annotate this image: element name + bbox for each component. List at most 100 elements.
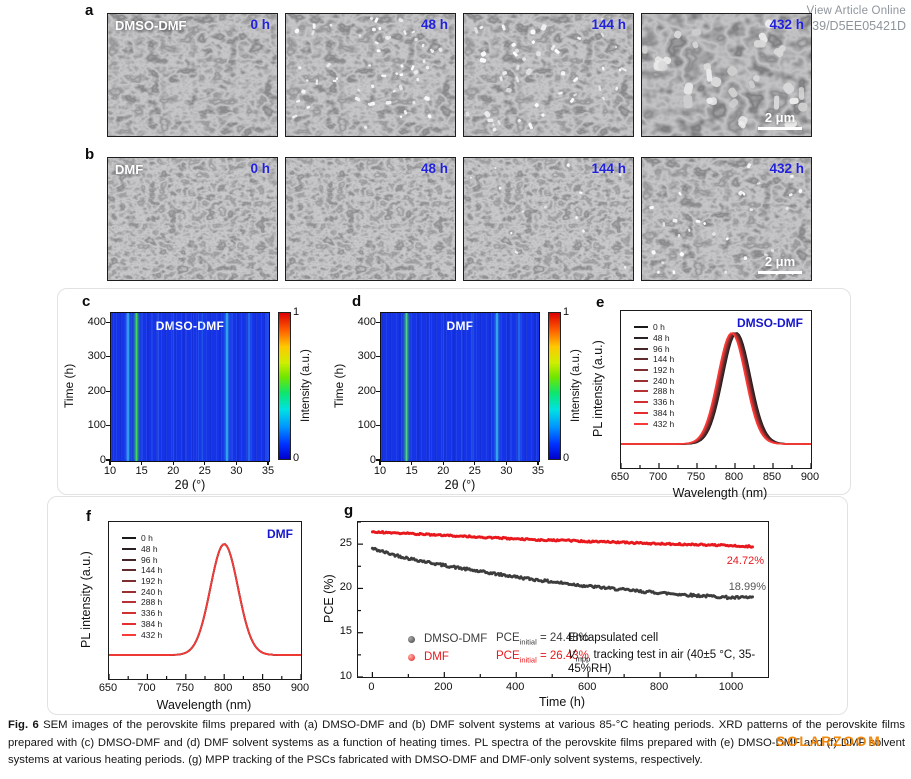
heatmap-streak: [157, 313, 159, 461]
sem-time-label: 0 h: [250, 161, 270, 176]
legend-line-swatch: [634, 422, 648, 425]
heatmap-streak: [198, 313, 200, 461]
y-axis-label: Time (h): [62, 363, 76, 409]
x-tick-label: 600: [577, 681, 597, 693]
x-tick-label: 650: [610, 471, 630, 483]
pce-series-DMSO-DMF: [370, 546, 754, 601]
sem-time-label: 0 h: [250, 17, 270, 32]
legend-row: 288 h: [122, 597, 162, 608]
x-tick-label: 650: [98, 682, 118, 694]
x-tick-label: 35: [261, 465, 275, 477]
heatmap-streak: [461, 313, 462, 461]
panel-letter-f: f: [86, 508, 91, 525]
panel-letter-g: g: [344, 502, 354, 519]
heatmap-streak: [157, 313, 159, 461]
x-axis-label: Wavelength (nm): [156, 698, 252, 712]
heatmap-streak: [473, 313, 475, 461]
heatmap-streak: [462, 313, 464, 461]
x-tick-label: 800: [214, 682, 233, 694]
y-tick-label: 100: [357, 419, 376, 432]
x-tick-label: 25: [198, 465, 211, 477]
scale-bar: 2 μm: [758, 110, 802, 130]
x-axis-label: Wavelength (nm): [672, 486, 768, 500]
legend-row: 48 h: [122, 544, 162, 555]
heatmap-streak: [405, 313, 407, 461]
x-tick-label: 400: [506, 681, 525, 693]
legend-label: 48 h: [653, 333, 670, 344]
legend-line-swatch: [634, 358, 648, 361]
x-tick-label: 700: [648, 471, 668, 483]
y-axis-label: PL intensity (a.u.): [591, 340, 605, 437]
y-tick-mark: [376, 424, 380, 427]
y-tick-mark: [376, 390, 380, 392]
legend-row-dmf: DMF PCEinitial = 26.43%: [408, 650, 589, 664]
xrd-peak-stripe: [201, 313, 204, 461]
x-tick-label: 30: [230, 465, 243, 477]
legend-line-swatch: [122, 601, 136, 604]
legend-label: 96 h: [653, 343, 670, 354]
legend-row: 144 h: [634, 354, 674, 365]
y-tick-label: 10: [339, 669, 352, 682]
heatmap-streak: [471, 313, 472, 461]
x-tick-label: 750: [175, 682, 194, 694]
legend-label: 240 h: [141, 586, 163, 597]
sem-image-a-48h: 48 h: [285, 13, 456, 137]
pl-legend-f: 0 h 48 h 96 h 144 h 192 h 240 h 288 h 336 h 384 …: [122, 533, 162, 640]
colorbar: [278, 312, 291, 460]
legend-row: 336 h: [122, 608, 162, 619]
colorbar-min: 0: [563, 452, 570, 464]
scale-bar-line: [758, 270, 802, 274]
x-tick-label: 850: [762, 471, 782, 483]
colorbar: [548, 312, 561, 460]
xrd-peak-stripe: [442, 313, 445, 461]
heatmap-streak: [428, 313, 430, 461]
doi-fragment: 39/D5EE05421D: [812, 19, 906, 33]
x-tick-label: 200: [434, 681, 453, 693]
legend-label: 336 h: [141, 608, 163, 619]
legend-line-swatch: [634, 347, 648, 350]
legend-pce-initial: PCEinitial = 24.48%: [496, 632, 589, 647]
sem-time-label: 144 h: [591, 17, 626, 32]
x-axis-label: 2θ (°): [444, 478, 476, 492]
pl-curve-432h: [621, 332, 811, 445]
sem-image-b-432h: 432 h 2 μm: [641, 157, 812, 281]
colorbar-max: 1: [563, 306, 570, 318]
sem-solvent-label: DMSO-DMF: [115, 18, 187, 33]
y-tick-mark: [106, 459, 110, 461]
y-tick-mark: [376, 321, 380, 324]
heatmap-streak: [112, 313, 114, 461]
x-tick-label: 0: [368, 681, 375, 693]
heatmap-streak: [406, 313, 408, 461]
x-tick-mark: [235, 461, 238, 465]
y-tick-label: 200: [357, 384, 376, 397]
x-tick-mark: [411, 461, 413, 465]
pl-spectra-panel-e: e DMSO-DMF 0 h 48 h 96 h 144 h 192 h 240 h 288…: [591, 290, 911, 500]
x-tick-label: 800: [649, 681, 669, 693]
legend-label: 288 h: [653, 386, 675, 397]
legend-line-swatch: [634, 326, 648, 329]
legend-line-swatch: [122, 633, 136, 636]
y-tick-mark: [106, 424, 110, 427]
heatmap-c: DMSO-DMF: [110, 312, 270, 462]
legend-row: 432 h: [122, 629, 162, 640]
xrd-peak-stripe: [225, 313, 228, 461]
pl-curves-f: [108, 543, 302, 679]
legend-label: 0 h: [653, 322, 665, 333]
heatmap-streak: [510, 313, 512, 461]
legend-row: 432 h: [634, 418, 674, 429]
pl-curves-e: [620, 332, 812, 468]
pce-scatter-g: [358, 521, 754, 678]
xrd-peak-stripe: [405, 313, 409, 461]
panel-letter-d: d: [352, 293, 362, 310]
heatmap-streak: [490, 313, 492, 461]
x-tick-mark: [537, 461, 539, 465]
x-tick-label: 20: [167, 465, 180, 477]
view-article-online-block: View Article Online 39/D5EE05421D: [807, 5, 906, 33]
heatmap-d-title: DMF: [446, 319, 474, 333]
view-article-online-link[interactable]: View Article Online: [806, 5, 906, 17]
legend-label: 384 h: [653, 407, 675, 418]
y-tick-label: 0: [369, 453, 376, 466]
x-tick-label: 30: [500, 465, 513, 477]
scale-bar: 2 μm: [758, 254, 802, 274]
